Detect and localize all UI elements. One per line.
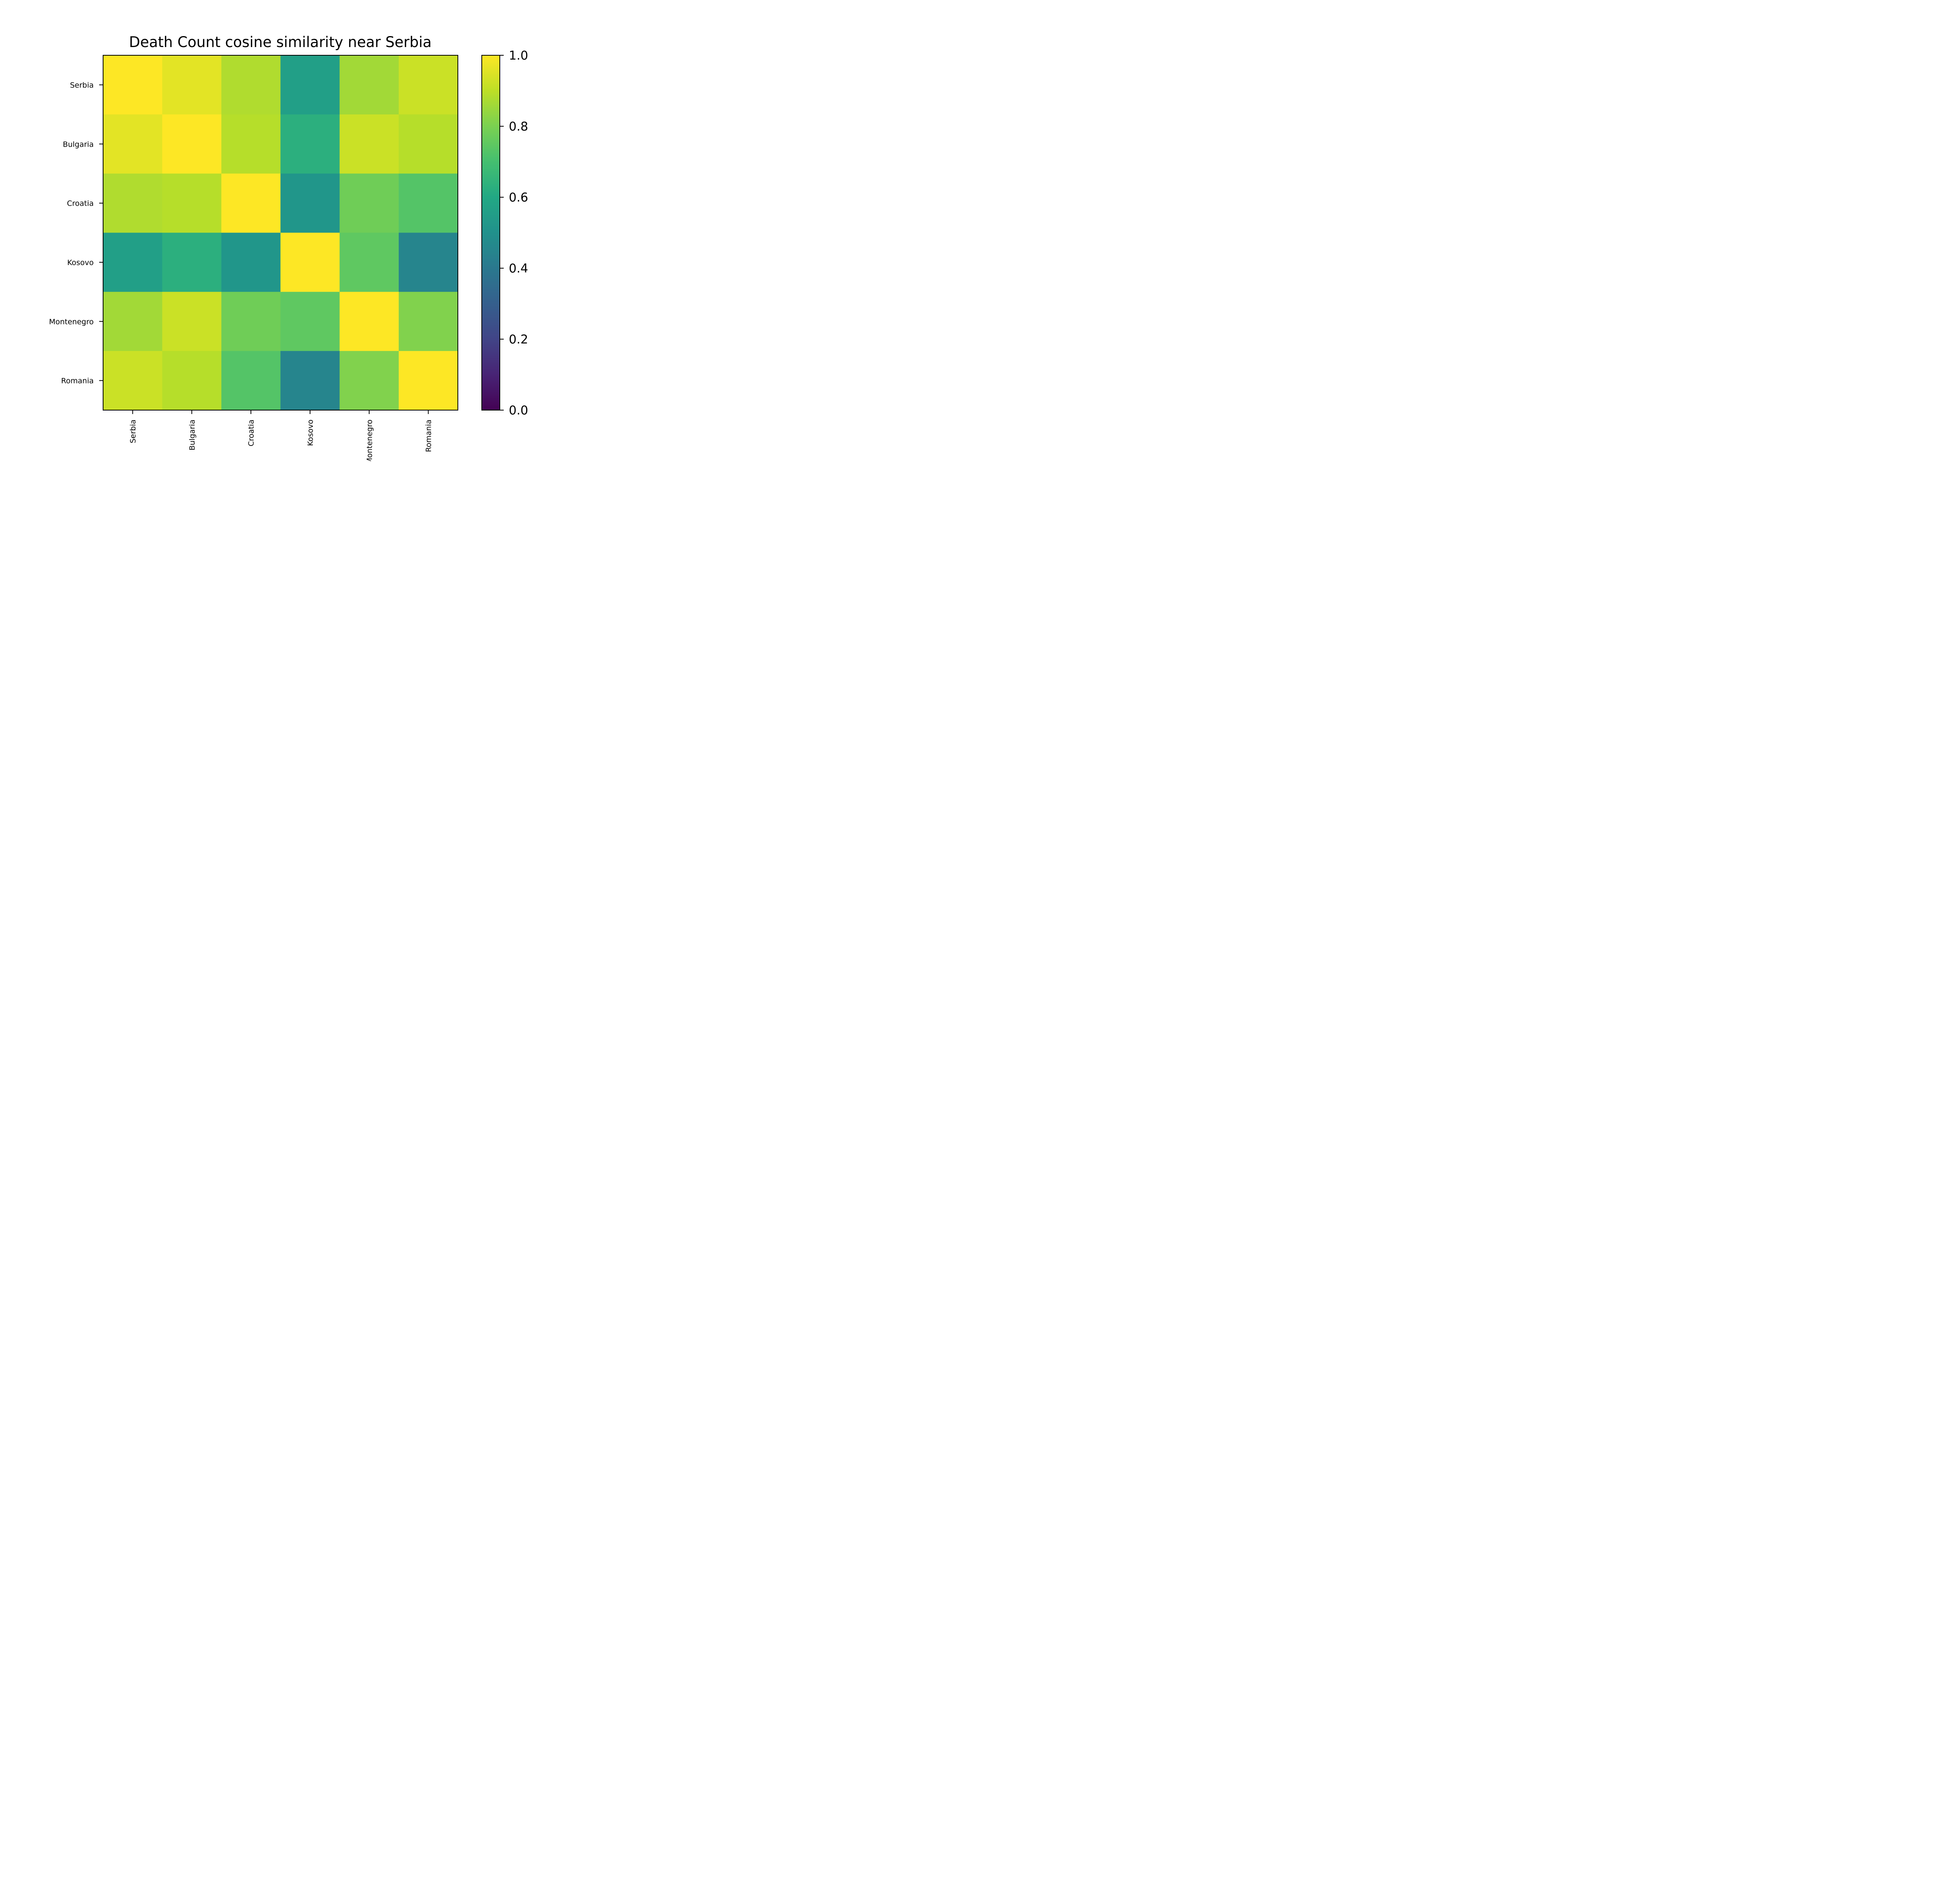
heatmap-cell: [221, 55, 281, 115]
heatmap-cell: [399, 55, 458, 115]
colorbar-tick-label: 1.0: [509, 49, 528, 63]
heatmap-cell: [280, 114, 340, 174]
heatmap-cell: [280, 292, 340, 351]
heatmap-cell: [399, 292, 458, 351]
heatmap-cell: [103, 233, 163, 292]
plot-frame: [103, 55, 458, 411]
heatmap-cell: [221, 292, 281, 351]
chart-title: Death Count cosine similarity near Serbi…: [129, 34, 432, 51]
y-tick-label: Serbia: [70, 81, 94, 89]
heatmap-cell: [162, 351, 222, 411]
colorbar: [482, 55, 500, 410]
heatmap-cell: [221, 173, 281, 233]
colorbar-tick-label: 0.6: [509, 191, 528, 205]
y-tick-label: Bulgaria: [63, 140, 94, 149]
x-tick-label: Serbia: [129, 420, 137, 443]
heatmap-cell: [339, 114, 399, 174]
x-tick-label: Bulgaria: [188, 420, 196, 451]
heatmap-cell: [339, 55, 399, 115]
heatmap-cell: [221, 114, 281, 174]
x-axis: Serbia Bulgaria Croatia Kosovo Montenegro Rom…: [129, 410, 433, 461]
heatmap-cell: [162, 292, 222, 351]
y-tick-label: Kosovo: [67, 258, 94, 267]
heatmap-cell: [103, 351, 163, 411]
colorbar-axis: 0.0 0.2 0.4 0.6 0.8 1.0: [500, 49, 528, 418]
x-tick-label: Romania: [425, 420, 433, 452]
heatmap-cell: [162, 233, 222, 292]
heatmap-cell: [280, 233, 340, 292]
y-tick-label: Romania: [61, 377, 94, 385]
heatmap-cell: [103, 292, 163, 351]
heatmap-cell: [339, 292, 399, 351]
heatmap-cell: [399, 351, 458, 411]
heatmap-cell: [103, 173, 163, 233]
heatmap-cell: [162, 173, 222, 233]
heatmap-cell: [103, 114, 163, 174]
heatmap-cell: [399, 233, 458, 292]
y-tick-label: Croatia: [67, 199, 94, 208]
heatmap-cell: [339, 233, 399, 292]
x-tick-label: Kosovo: [306, 420, 315, 446]
heatmap-cell: [399, 173, 458, 233]
heatmap-cell: [162, 114, 222, 174]
heatmap-cell: [162, 55, 222, 115]
colorbar-tick-label: 0.8: [509, 120, 528, 134]
heatmap-cell: [339, 351, 399, 411]
heatmap-cells: [103, 55, 458, 411]
heatmap-chart: Death Count cosine similarity near Serbi…: [0, 0, 615, 461]
heatmap-cell: [280, 173, 340, 233]
heatmap-cell: [280, 351, 340, 411]
heatmap-cell: [221, 233, 281, 292]
y-axis: Serbia Bulgaria Croatia Kosovo Montenegro Rom…: [49, 81, 103, 385]
heatmap-cell: [103, 55, 163, 115]
x-tick-label: Montenegro: [365, 420, 374, 461]
colorbar-tick-label: 0.0: [509, 403, 528, 418]
colorbar-tick-label: 0.2: [509, 332, 528, 347]
heatmap-cell: [399, 114, 458, 174]
y-tick-label: Montenegro: [49, 318, 94, 326]
heatmap-cell: [339, 173, 399, 233]
colorbar-tick-label: 0.4: [509, 262, 528, 276]
heatmap-cell: [221, 351, 281, 411]
x-tick-label: Croatia: [247, 420, 256, 446]
colorbar-frame: [481, 55, 500, 411]
heatmap-cell: [280, 55, 340, 115]
